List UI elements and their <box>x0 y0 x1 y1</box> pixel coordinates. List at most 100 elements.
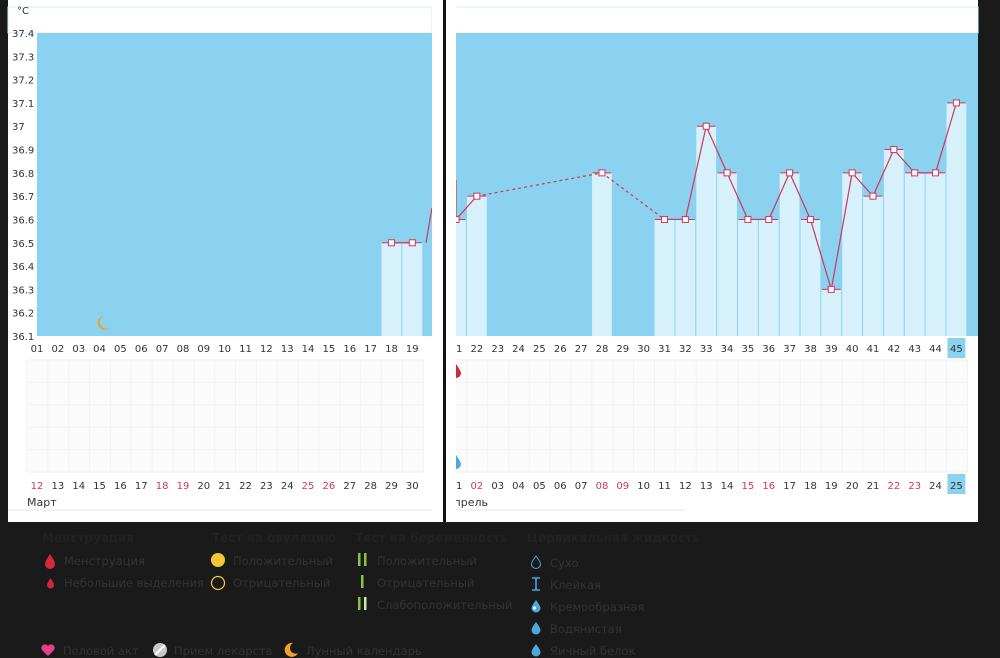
creamy-icon <box>531 600 541 613</box>
legend-title-menstruation: Менструация <box>42 531 134 545</box>
temp-line-segment <box>455 195 478 220</box>
date-label: 13 <box>700 481 713 492</box>
temp-bar <box>402 242 423 336</box>
cycle-day-label: 22 <box>470 344 483 355</box>
date-label: 08 <box>596 481 609 492</box>
legend-item-pregnancy-positive: Положительный <box>377 554 477 568</box>
temp-bar <box>654 219 675 336</box>
date-label: 24 <box>281 481 294 492</box>
date-label: 04 <box>512 481 525 492</box>
temp-line-segment <box>851 172 874 197</box>
y-tick-label: 36.8 <box>12 169 34 180</box>
legend-title-cervical: Цервикальная жидкость <box>527 531 700 545</box>
temp-line-segment <box>705 125 728 174</box>
cycle-day-label: 07 <box>156 344 169 355</box>
legend-item-menstruation: Менструация <box>64 554 145 568</box>
date-label: 10 <box>637 481 650 492</box>
cycle-day-label: 41 <box>867 344 880 355</box>
legend-item-sticky: Клейкая <box>550 578 601 592</box>
legend-item-pregnancy-negative: Отрицательный <box>377 576 475 590</box>
month-label: Апрель <box>446 496 488 509</box>
cycle-day-label: 17 <box>364 344 377 355</box>
date-label: 17 <box>783 481 796 492</box>
y-tick-label: 36.9 <box>12 146 34 157</box>
date-label: 29 <box>385 481 398 492</box>
temp-point <box>744 215 752 223</box>
moon-marker-icon <box>97 316 110 330</box>
y-tick-label: 36.6 <box>12 215 34 226</box>
temp-line-segment <box>809 219 832 290</box>
temp-point <box>387 239 395 247</box>
temp-point <box>952 99 960 107</box>
cycle-day-label: 31 <box>658 344 671 355</box>
date-label: 23 <box>260 481 273 492</box>
legend-item-dry: Сухо <box>550 556 579 570</box>
plot-area-left <box>37 33 432 336</box>
temp-point <box>911 169 919 177</box>
temp-point <box>702 122 710 130</box>
date-label: 30 <box>406 481 419 492</box>
date-label: 23 <box>908 481 921 492</box>
date-label: 25 <box>302 481 315 492</box>
cycle-day-label: 38 <box>804 344 817 355</box>
egg-white-icon <box>531 644 541 657</box>
date-label: 14 <box>72 481 85 492</box>
date-label: 11 <box>658 481 671 492</box>
grid-shade-left <box>27 360 424 472</box>
temp-bar <box>821 289 842 336</box>
temp-bar <box>883 149 904 336</box>
date-label: 03 <box>491 481 504 492</box>
temp-line-segment <box>768 172 791 220</box>
temp-point <box>598 169 606 177</box>
temp-bar <box>842 172 863 336</box>
y-tick-label: 37.1 <box>12 99 34 110</box>
legend-item-medication: Прием лекарств <box>174 644 273 658</box>
temp-bar <box>946 102 967 336</box>
date-label: 22 <box>887 481 900 492</box>
blood-drop-icon <box>45 554 55 569</box>
temp-point <box>806 215 814 223</box>
date-highlight <box>947 474 966 494</box>
y-tick-label: 37.4 <box>12 29 34 40</box>
date-label: 28 <box>364 481 377 492</box>
date-label: 18 <box>804 481 817 492</box>
date-label: 18 <box>156 481 169 492</box>
cycle-day-label: 14 <box>302 344 315 355</box>
date-label: 09 <box>616 481 629 492</box>
date-label: 06 <box>554 481 567 492</box>
y-tick-label: 36.5 <box>12 239 34 250</box>
temp-point <box>723 169 731 177</box>
legend-title-ovulation: Тест на овуляцию <box>212 531 337 545</box>
cycle-day-label: 36 <box>762 344 775 355</box>
temp-bar <box>904 172 925 336</box>
cycle-day-label: 23 <box>491 344 504 355</box>
cycle-day-label: 03 <box>72 344 85 355</box>
date-label: 12 <box>679 481 692 492</box>
cycle-day-label: 29 <box>616 344 629 355</box>
temp-line-segment <box>830 172 853 290</box>
date-label: 19 <box>177 481 190 492</box>
cycle-day-label: 18 <box>385 344 398 355</box>
grid-shade-right <box>446 360 968 472</box>
pill-icon <box>153 643 167 657</box>
y-tick-label: 36.4 <box>12 262 34 273</box>
cycle-day-label: 19 <box>406 344 419 355</box>
temp-line-segment <box>726 172 749 220</box>
temp-bar <box>800 219 821 336</box>
ovulation-negative-icon <box>210 575 226 591</box>
temp-point <box>932 169 940 177</box>
date-label: 26 <box>323 481 336 492</box>
small-blood-drop-icon <box>47 578 54 589</box>
cycle-day-label: 06 <box>135 344 148 355</box>
cycle-day-label: 15 <box>323 344 336 355</box>
cycle-day-label: 37 <box>783 344 796 355</box>
temp-point <box>869 192 877 200</box>
ovulation-positive-icon <box>211 553 225 567</box>
temp-bar <box>381 242 402 336</box>
date-label: 25 <box>950 481 963 492</box>
bbt-chart: °C 36.1 36.2 36.3 36.4 36.5 36.6 36.7 36.8 36.9 37… <box>7 0 979 522</box>
left-header-strip <box>7 6 433 34</box>
date-label: 21 <box>867 481 880 492</box>
temp-bar <box>863 196 883 336</box>
